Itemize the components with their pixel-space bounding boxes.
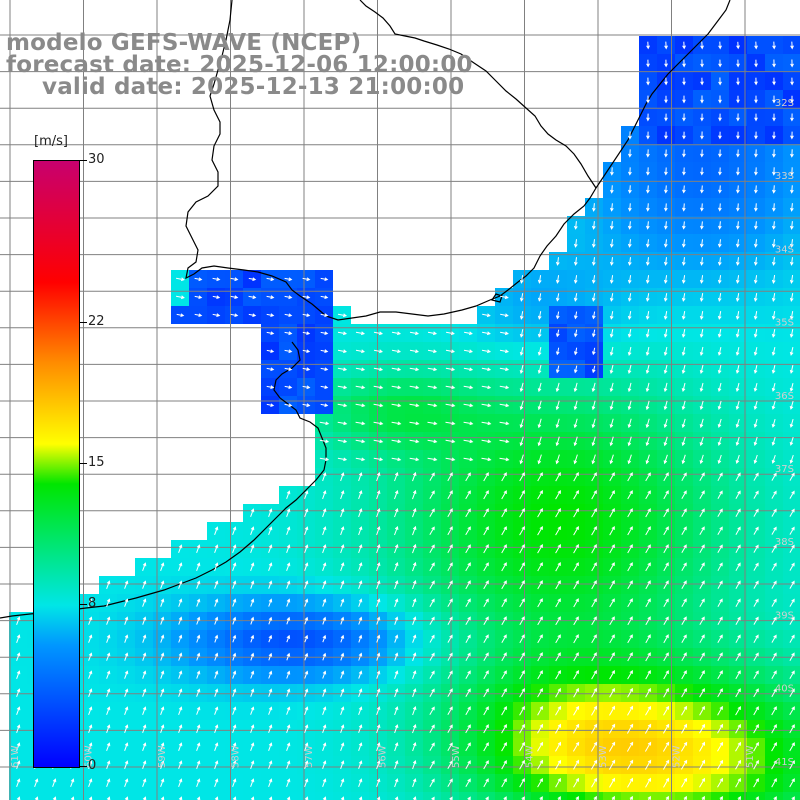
wind-cell: [567, 792, 585, 800]
wind-cell: [711, 792, 729, 800]
latitude-label: 32S: [775, 98, 794, 109]
colorbar-tick: [79, 463, 87, 464]
latitude-label: 40S: [775, 684, 794, 695]
colorbar-tick: [79, 766, 87, 767]
wind-cell: [639, 792, 657, 800]
latitude-label: 36S: [775, 391, 794, 402]
longitude-label: 52W: [672, 745, 683, 768]
longitude-label: 61W: [10, 745, 21, 768]
wind-cell: [585, 792, 603, 800]
longitude-label: 57W: [304, 745, 315, 768]
longitude-label: 58W: [231, 745, 242, 768]
wind-cell: [675, 792, 693, 800]
colorbar-tick-label: 22: [88, 315, 105, 328]
colorbar-tick-label: 30: [88, 153, 105, 166]
colorbar-tick: [79, 322, 87, 323]
latitude-label: 34S: [775, 244, 794, 255]
latitude-label: 33S: [775, 171, 794, 182]
colorbar-tick-label: 0: [88, 759, 96, 772]
longitude-label: 53W: [598, 745, 609, 768]
longitude-label: 59W: [157, 745, 168, 768]
colorbar-tick: [79, 604, 87, 605]
valid-date: valid date: 2025-12-13 21:00:00: [42, 76, 464, 99]
colorbar: [33, 160, 80, 768]
colorbar-tick-label: 8: [88, 597, 96, 610]
latitude-label: 35S: [775, 318, 794, 329]
longitude-label: 51W: [745, 745, 756, 768]
longitude-label: 54W: [525, 745, 536, 768]
wind-cell: [621, 792, 639, 800]
latitude-label: 41S: [775, 757, 794, 768]
wind-cell: [657, 792, 675, 800]
colorbar-tick-label: 15: [88, 456, 105, 469]
latitude-label: 38S: [775, 537, 794, 548]
wind-speed-field: [9, 36, 800, 800]
wind-cell: [783, 792, 800, 800]
latitude-label: 39S: [775, 610, 794, 621]
longitude-label: 55W: [451, 745, 462, 768]
wind-cell: [693, 792, 711, 800]
colorbar-unit: [m/s]: [34, 134, 68, 149]
latitude-label: 37S: [775, 464, 794, 475]
wind-cell: [603, 792, 621, 800]
longitude-label: 56W: [378, 745, 389, 768]
colorbar-tick: [79, 160, 87, 161]
